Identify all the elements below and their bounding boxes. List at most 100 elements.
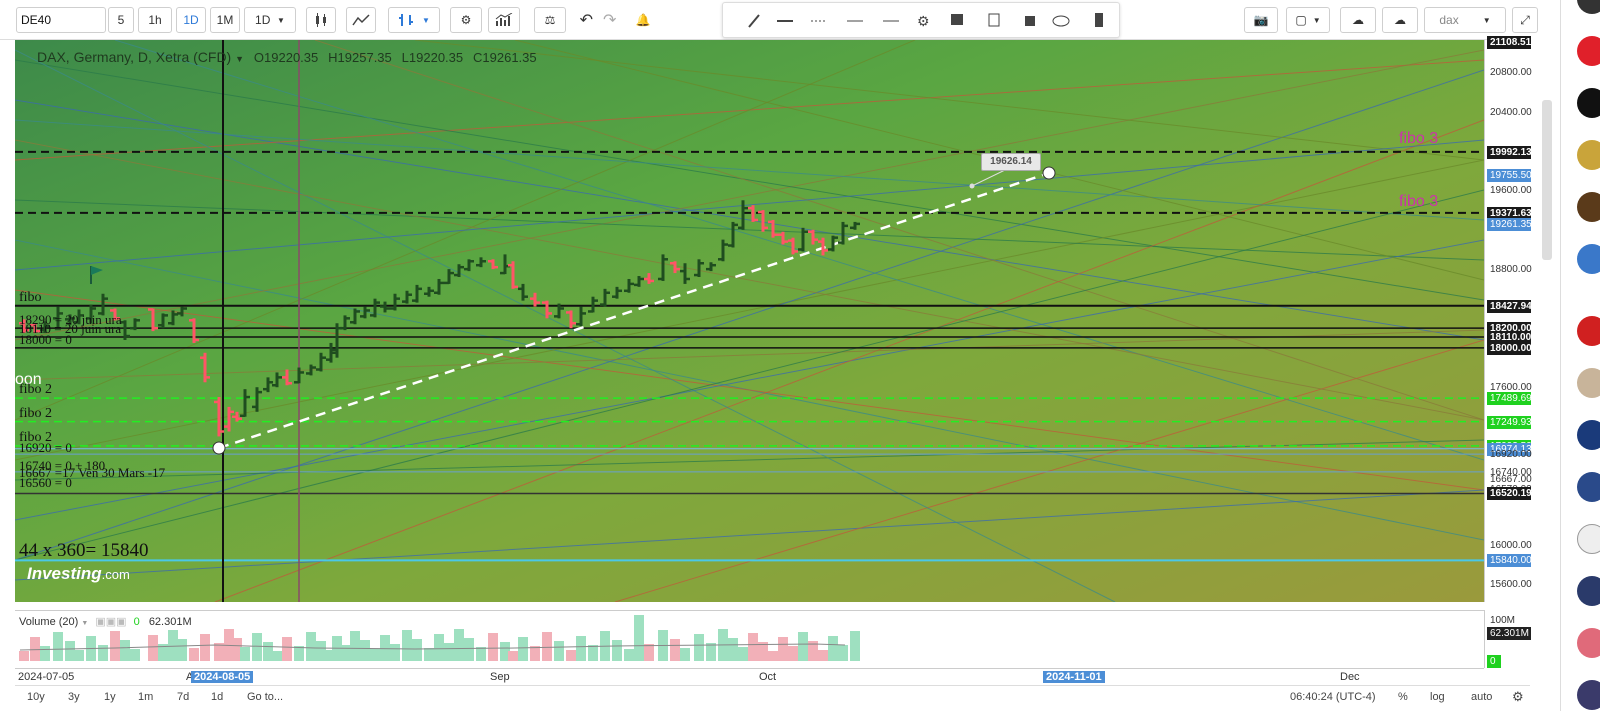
alert-bell-icon[interactable]: 🔔 [628, 7, 658, 33]
volume-bar [424, 648, 434, 661]
range-1d-button[interactable]: 1d [211, 691, 224, 703]
ohlc-bar [148, 308, 158, 332]
indicators-icon[interactable] [488, 7, 520, 33]
redo-icon[interactable]: ↷ [603, 12, 617, 29]
time-label-nov: 2024-11-01 [1043, 671, 1105, 683]
avatar[interactable] [1577, 140, 1600, 170]
price-axis-label: 15600.00 [1490, 579, 1532, 590]
volume-bar [282, 637, 292, 661]
symbol-search-input[interactable] [16, 7, 106, 33]
fullscreen-icon[interactable]: ⤢ [1512, 7, 1538, 33]
price-axis[interactable]: 21108.51 20800.00 20400.00 19992.13 19755.50… [1484, 36, 1532, 602]
drawing-tools-strip[interactable]: ⚙ [723, 3, 1121, 39]
flag-marker-icon[interactable] [90, 266, 103, 284]
ohlc-bar [588, 296, 598, 313]
fan-line [15, 199, 1484, 261]
avatar[interactable] [1577, 368, 1600, 398]
legend-low: L19220.35 [401, 50, 464, 65]
auto-toggle[interactable]: auto [1471, 691, 1493, 703]
avatar[interactable] [1577, 680, 1600, 710]
ohlc-bar [424, 286, 434, 297]
cloud-load-icon[interactable]: ☁ [1340, 7, 1376, 33]
volume-bar [390, 644, 400, 661]
fan-line [15, 159, 1484, 461]
ohlc-bar [476, 257, 486, 268]
avatar[interactable] [1577, 316, 1600, 346]
volume-bar [758, 642, 768, 661]
ohlc-bar [706, 262, 716, 272]
trendline-dashed[interactable] [218, 171, 1050, 450]
bottom-bar: 10y 3y 1y 1m 7d 1d Go to... 06:40:24 (UT… [15, 685, 1530, 707]
avatar[interactable] [1577, 472, 1600, 502]
avatar[interactable] [1577, 576, 1600, 606]
volume-bar [588, 645, 598, 661]
fibo-3-top-label: fibo 3 [1399, 130, 1439, 147]
interval-5-button[interactable]: 5 [108, 7, 134, 33]
range-1y-button[interactable]: 1y [104, 691, 116, 703]
layout-dropdown[interactable]: ▢ ▼ [1286, 7, 1330, 33]
price-chart[interactable]: 19626.14 fibo 3 fibo 3 fibo 18290 = 20 j… [15, 40, 1484, 602]
ohlc-bar [350, 308, 360, 325]
interval-1d-button[interactable]: 1D [176, 7, 206, 33]
undo-icon[interactable]: ↶ [579, 12, 593, 29]
trendline-handle-end[interactable] [1042, 166, 1056, 180]
avatar[interactable] [1577, 36, 1600, 66]
volume-bar [306, 632, 316, 661]
bar-chart-type-icon[interactable]: ▼ [388, 7, 440, 33]
fibo-label: fibo [19, 290, 42, 305]
settings-gear-icon[interactable]: ⚙ [450, 7, 482, 33]
range-1m-button[interactable]: 1m [138, 691, 154, 703]
log-toggle[interactable]: log [1430, 691, 1445, 703]
avatar[interactable] [1577, 628, 1600, 658]
compare-scale-icon[interactable]: ⚖ [534, 7, 566, 33]
candlestick-icon[interactable] [306, 7, 336, 33]
volume-bar [828, 636, 838, 661]
goto-date-button[interactable]: Go to... [247, 691, 284, 703]
price-axis-label: 20800.00 [1490, 67, 1532, 79]
formula-annotation: 44 x 360= 15840 [19, 540, 149, 561]
ohlc-bar [748, 205, 758, 222]
ohlc-bar [634, 276, 644, 287]
clock-timezone[interactable]: 06:40:24 (UTC-4) [1290, 691, 1376, 703]
account-dropdown[interactable]: dax ▼ [1424, 7, 1506, 33]
ohlc-bar [53, 306, 63, 328]
page-scrollbar[interactable] [1542, 100, 1552, 260]
ohlc-bar [566, 310, 576, 329]
range-10y-button[interactable]: 10y [27, 691, 45, 703]
avatar[interactable] [1577, 524, 1600, 554]
range-3y-button[interactable]: 3y [68, 691, 80, 703]
time-label-aug-prefix: A [186, 671, 194, 683]
ohlc-bar [850, 221, 860, 230]
vol-axis-top: 100M [1490, 615, 1516, 626]
camera-screenshot-icon[interactable]: 📷 [1244, 7, 1278, 33]
percent-toggle[interactable]: % [1398, 691, 1408, 703]
level-16667-label: 16667 =17 Ven 30 Mars -17 [19, 465, 166, 480]
interval-1m-button[interactable]: 1M [210, 7, 240, 33]
level-16740-label: 16740 = 0 + 180 [19, 458, 106, 473]
fan-line [15, 329, 1484, 381]
interval-dropdown[interactable]: 1D ▼ [244, 7, 296, 33]
ohlc-bar [434, 278, 444, 295]
ohlc-bar [370, 298, 380, 318]
volume-settings-icons[interactable]: ▣▣▣ [95, 616, 127, 628]
settings-gear-icon[interactable]: ⚙ [1512, 689, 1524, 704]
interval-1h-button[interactable]: 1h [138, 7, 172, 33]
symbol-title[interactable]: DAX, Germany, D, Xetra (CFD) [37, 49, 232, 65]
ohlc-bar [624, 278, 634, 293]
volume-bar [624, 649, 634, 661]
volume-bar [232, 638, 242, 661]
volume-bar [412, 639, 422, 661]
volume-bar [168, 630, 178, 661]
cloud-save-icon[interactable]: ☁ [1382, 7, 1418, 33]
time-axis[interactable]: 2024-07-05 A 2024-08-05 Sep Oct 2024-11-… [15, 668, 1484, 685]
avatar[interactable] [1577, 88, 1600, 118]
avatar[interactable] [1577, 244, 1600, 274]
avatar[interactable] [1577, 420, 1600, 450]
range-7d-button[interactable]: 7d [177, 691, 190, 703]
volume-label[interactable]: Volume (20) [19, 616, 79, 628]
trendline-handle-start[interactable] [212, 441, 226, 455]
volume-bar [680, 648, 690, 661]
avatar[interactable] [1577, 192, 1600, 222]
avatar[interactable] [1577, 0, 1600, 14]
line-chart-icon[interactable] [346, 7, 376, 33]
